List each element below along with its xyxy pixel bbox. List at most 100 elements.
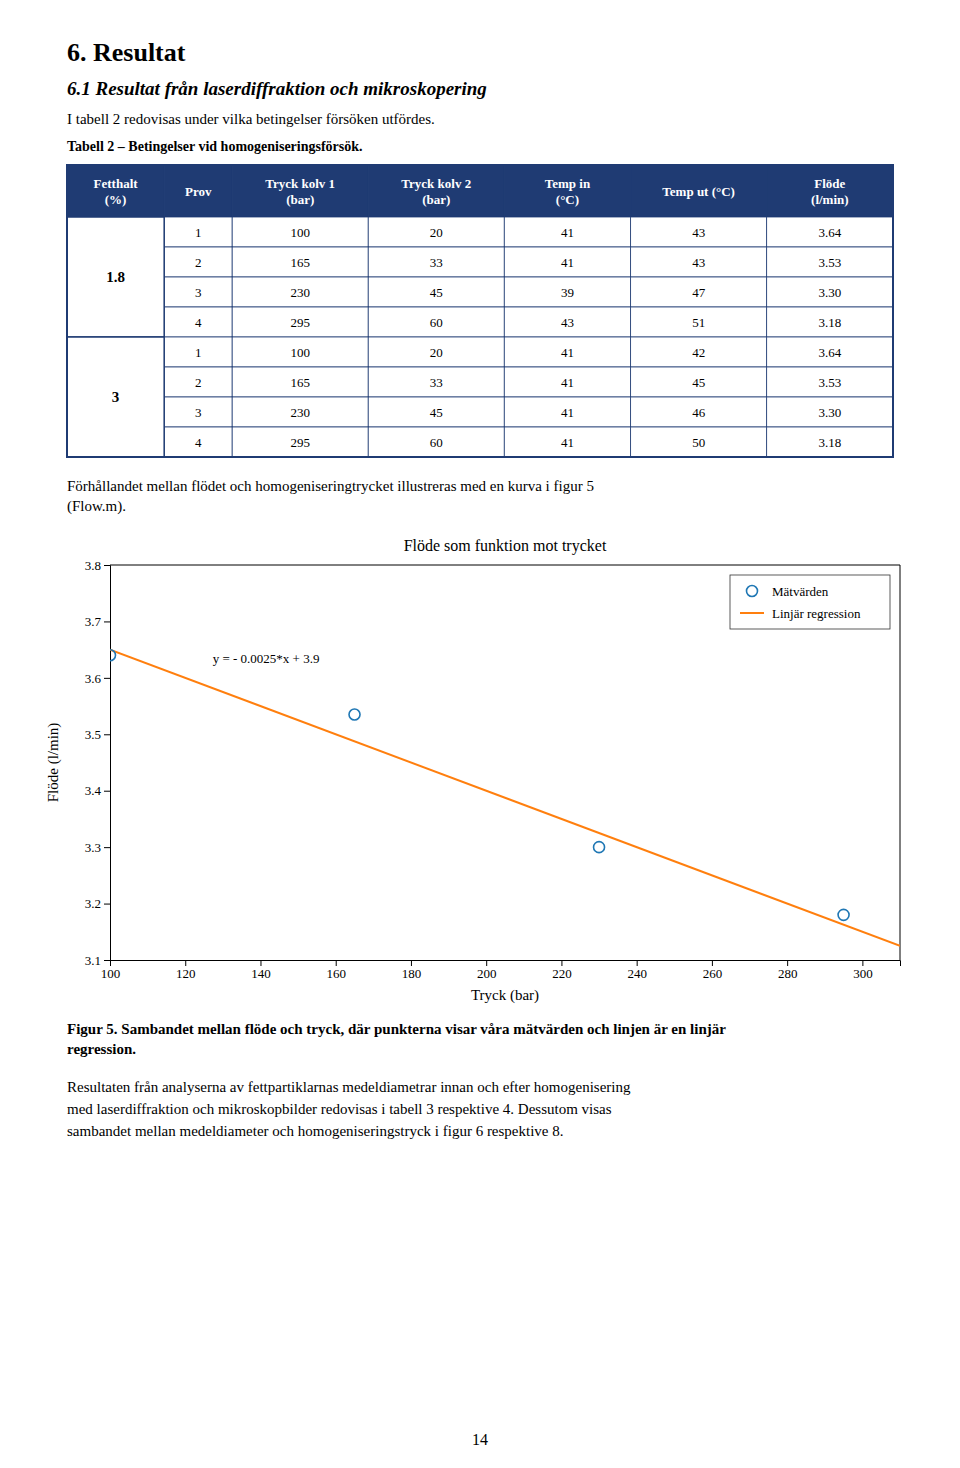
table-cell bbox=[631, 277, 767, 307]
chart-title: Flöde som funktion mot trycket bbox=[404, 537, 607, 555]
table-cell-text: 100 bbox=[290, 345, 310, 360]
x-axis-tick: 120 bbox=[176, 960, 196, 981]
y-axis-tick-mark bbox=[104, 734, 110, 735]
y-axis-tick: 3.2 bbox=[85, 896, 110, 911]
table-cell bbox=[164, 277, 232, 307]
table-cell-text: 45 bbox=[430, 405, 443, 420]
table-cell bbox=[767, 337, 893, 367]
text-line: Temp ut (°C) bbox=[662, 184, 735, 199]
table-cell-text: 1 bbox=[195, 225, 202, 240]
text-line: Fetthalt bbox=[94, 176, 139, 191]
text-line: Temp in bbox=[545, 176, 591, 191]
y-axis-tick-label: 3.6 bbox=[85, 671, 102, 686]
table-cell-text: 41 bbox=[561, 255, 574, 270]
heading-2: 6.1 Resultat från laserdiffraktion och m… bbox=[67, 78, 487, 99]
table-group-cell bbox=[67, 337, 164, 457]
table-cell-text: 50 bbox=[692, 435, 705, 450]
scatter-point bbox=[349, 709, 360, 720]
x-axis-tick: 160 bbox=[326, 960, 346, 981]
text-line: (l/min) bbox=[811, 192, 849, 207]
table-cell-text: 43 bbox=[692, 255, 705, 270]
table-cell-text: 2 bbox=[195, 255, 202, 270]
text-line: (°C) bbox=[556, 192, 579, 207]
table-cell-text: 230 bbox=[290, 285, 310, 300]
paragraph: I tabell 2 redovisas under vilka betinge… bbox=[67, 111, 435, 127]
y-axis-tick-mark bbox=[104, 565, 110, 566]
scatter-point bbox=[594, 842, 605, 853]
legend: MätvärdenLinjär regression bbox=[730, 575, 890, 629]
table-header-text: Temp in(°C) bbox=[545, 176, 591, 207]
x-axis-tick-mark bbox=[336, 960, 337, 966]
x-axis-tick-label: 180 bbox=[402, 966, 422, 981]
text-line: (Flow.m). bbox=[67, 498, 126, 515]
x-axis-tick: 240 bbox=[627, 960, 647, 981]
table-cell-text: 295 bbox=[290, 315, 310, 330]
y-axis-tick: 3.7 bbox=[85, 614, 110, 629]
table-group-label: 1.8 bbox=[106, 269, 125, 285]
x-axis-tick-mark bbox=[561, 960, 562, 966]
table-cell-text: 295 bbox=[290, 435, 310, 450]
text-line: Tryck kolv 1 bbox=[265, 176, 335, 191]
table-cell-text: 60 bbox=[430, 435, 443, 450]
heading-1: 6. Resultat bbox=[67, 38, 186, 67]
legend-symbol bbox=[740, 612, 764, 614]
table-cell bbox=[368, 337, 504, 367]
text-line: Figur 5. Sambandet mellan flöde och tryc… bbox=[67, 1021, 726, 1037]
table-cell bbox=[631, 427, 767, 457]
table-cell bbox=[368, 217, 504, 247]
table-cell-text: 165 bbox=[290, 255, 310, 270]
x-axis-tick: 260 bbox=[703, 960, 723, 981]
text-line: Flöde bbox=[814, 176, 845, 191]
table-cell-text: 1 bbox=[195, 345, 202, 360]
y-axis-tick-label: 3.8 bbox=[85, 558, 101, 573]
x-axis-tick-mark bbox=[637, 960, 638, 966]
page-number: 14 bbox=[472, 1431, 488, 1448]
table-cell bbox=[631, 217, 767, 247]
table-cell bbox=[232, 307, 368, 337]
table-cell-text: 33 bbox=[430, 375, 443, 390]
table-header-text: Fetthalt(%) bbox=[94, 176, 139, 207]
x-axis-tick-label: 280 bbox=[778, 966, 798, 981]
table-cell-text: 41 bbox=[561, 435, 574, 450]
y-axis: 3.13.23.33.43.53.63.73.8 bbox=[85, 558, 111, 968]
x-axis-tick-mark bbox=[712, 960, 713, 966]
y-axis-tick-mark bbox=[104, 621, 110, 622]
table-cell-text: 3.30 bbox=[818, 285, 841, 300]
text-line: (bar) bbox=[286, 192, 314, 207]
table-header-cell bbox=[232, 165, 368, 217]
table-cell bbox=[504, 307, 630, 337]
table-header-cell bbox=[631, 165, 767, 217]
text-line: regression. bbox=[67, 1041, 136, 1057]
table-cell bbox=[232, 397, 368, 427]
table-cell bbox=[767, 427, 893, 457]
table-cell-text: 3 bbox=[195, 405, 202, 420]
table-cell bbox=[232, 367, 368, 397]
y-axis-tick-mark bbox=[104, 678, 110, 679]
x-axis-tick: 300 bbox=[853, 960, 873, 981]
table-cell-text: 41 bbox=[561, 375, 574, 390]
table-header-cell bbox=[67, 165, 164, 217]
x-axis-tick-label: 160 bbox=[326, 966, 346, 981]
table-cell-text: 47 bbox=[692, 285, 706, 300]
table-cell-text: 3.53 bbox=[818, 255, 841, 270]
y-axis-tick-label: 3.5 bbox=[85, 727, 101, 742]
text-line: 6. Resultat bbox=[67, 38, 186, 67]
table-header-cell bbox=[767, 165, 893, 217]
legend-label: Mätvärden bbox=[772, 584, 829, 599]
x-axis-tick-mark bbox=[787, 960, 788, 966]
table-cell bbox=[164, 367, 232, 397]
table-cell bbox=[504, 397, 630, 427]
table-cell-text: 46 bbox=[692, 405, 706, 420]
table-cell-text: 39 bbox=[561, 285, 574, 300]
table-header-cell bbox=[368, 165, 504, 217]
plot-frame bbox=[900, 565, 901, 960]
table-cell bbox=[504, 247, 630, 277]
x-axis-tick: 140 bbox=[251, 960, 271, 981]
table-cell-text: 33 bbox=[430, 255, 443, 270]
table-cell-text: 4 bbox=[195, 315, 202, 330]
x-axis: 100120140160180200220240260280300 bbox=[101, 960, 901, 981]
table-header-text: Prov bbox=[185, 184, 212, 199]
table-cell bbox=[504, 277, 630, 307]
table-cell bbox=[631, 397, 767, 427]
table-cell bbox=[232, 217, 368, 247]
